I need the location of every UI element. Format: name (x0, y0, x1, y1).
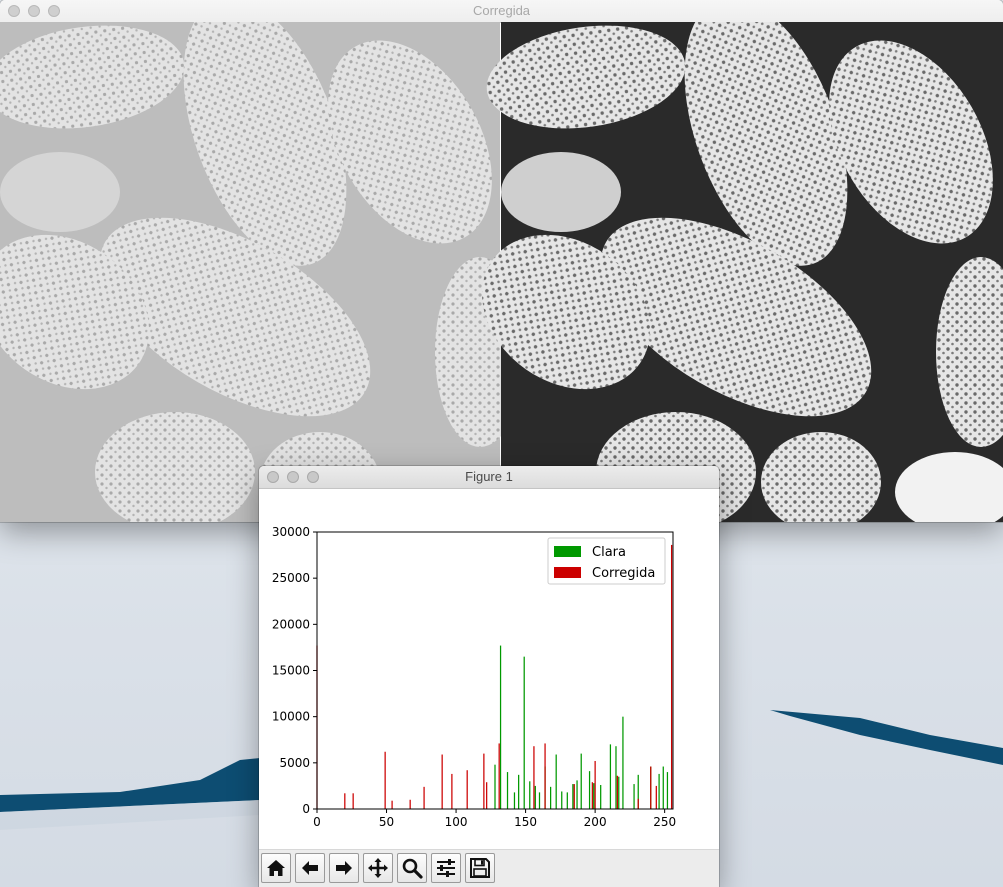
histogram-bar-clara (667, 772, 668, 809)
histogram-bar-corregida (467, 770, 468, 809)
window-titlebar[interactable]: Figure 1 (259, 466, 719, 489)
histogram-bar-clara (572, 784, 573, 809)
histogram-bar-clara (618, 777, 619, 809)
histogram-bar-clara (561, 791, 562, 809)
y-tick-label: 15000 (272, 664, 310, 678)
histogram-bar-clara (556, 755, 557, 809)
histogram-bar-clara (658, 774, 659, 809)
histogram-bar-clara (576, 780, 577, 809)
legend-label: Clara (592, 545, 626, 560)
x-tick-label: 200 (584, 815, 607, 829)
window-titlebar[interactable]: Corregida (0, 0, 1003, 23)
histogram-bar-corregida (533, 746, 534, 809)
histogram-bar-corregida (544, 743, 545, 809)
histogram-bar-corregida (483, 754, 484, 809)
legend-swatch (554, 546, 581, 557)
histogram-bar-corregida (344, 793, 345, 809)
histogram-bar-clara (529, 781, 530, 809)
arrow-right-icon (333, 857, 355, 879)
histogram-bar-clara (514, 792, 515, 809)
close-window-button[interactable] (267, 471, 279, 483)
histogram-bar-corregida (617, 776, 618, 809)
histogram-bar-corregida (442, 755, 443, 809)
zoom-window-button[interactable] (307, 471, 319, 483)
histogram-bar-clara (550, 787, 551, 809)
histogram-bar-clara (524, 657, 525, 809)
sliders-icon (435, 857, 457, 879)
home-icon (265, 857, 287, 879)
corrected-image (452, 22, 1003, 522)
histogram-bar-corregida (574, 784, 575, 809)
histogram-bar-clara (633, 784, 634, 809)
histogram-bar-clara (567, 792, 568, 809)
histogram-chart: 0 50 100 150 200 250 0 5000 10000 15000 20000 25000… (259, 489, 719, 849)
legend-label: Corregida (592, 566, 655, 581)
histogram-bar-corregida (592, 782, 593, 809)
window-title: Figure 1 (465, 469, 513, 484)
zoom-button[interactable] (397, 853, 427, 883)
histogram-bar-corregida (638, 799, 639, 809)
y-tick-label: 25000 (272, 571, 310, 585)
back-button[interactable] (295, 853, 325, 883)
move-icon (367, 857, 389, 879)
navigation-toolbar (259, 849, 719, 887)
histogram-bar-corregida (650, 767, 651, 809)
zoom-window-button[interactable] (48, 5, 60, 17)
histogram-bar-corregida (451, 774, 452, 809)
histogram-bar-clara (610, 744, 611, 809)
histogram-bar-corregida (423, 787, 424, 809)
histogram-bar-clara (507, 772, 508, 809)
configure-subplots-button[interactable] (431, 853, 461, 883)
close-window-button[interactable] (8, 5, 20, 17)
x-tick-label: 250 (653, 815, 676, 829)
histogram-bar-corregida (353, 793, 354, 809)
legend-swatch (554, 567, 581, 578)
histogram-bar-corregida (385, 752, 386, 809)
histogram-bar-clara (518, 775, 519, 809)
x-tick-label: 100 (445, 815, 468, 829)
original-image (0, 22, 526, 522)
arrow-left-icon (299, 857, 321, 879)
image-panels (0, 22, 1003, 522)
y-tick-label: 5000 (279, 756, 310, 770)
histogram-bar-clara (593, 783, 594, 809)
histogram-bar-clara (500, 646, 501, 809)
histogram-bar-clara (622, 717, 623, 809)
histogram-bar-corregida (594, 761, 595, 809)
save-button[interactable] (465, 853, 495, 883)
x-tick-label: 0 (313, 815, 321, 829)
histogram-bar-clara (581, 754, 582, 809)
y-tick-label: 30000 (272, 525, 310, 539)
histogram-bar-clara (663, 767, 664, 809)
x-tick-label: 50 (379, 815, 394, 829)
corrected-image-window: Corregida (0, 0, 1003, 522)
y-tick-label: 10000 (272, 710, 310, 724)
histogram-bar-clara (615, 746, 616, 809)
minimize-window-button[interactable] (28, 5, 40, 17)
magnifier-icon (401, 857, 423, 879)
histogram-bar-corregida (486, 782, 487, 809)
forward-button[interactable] (329, 853, 359, 883)
histogram-bar-corregida (671, 545, 672, 809)
figure-window: Figure 1 0 50 100 150 200 250 0 5000 10000 15000 2… (259, 466, 719, 887)
minimize-window-button[interactable] (287, 471, 299, 483)
histogram-bar-clara (494, 765, 495, 809)
histogram-bar-corregida (410, 800, 411, 809)
x-tick-label: 150 (514, 815, 537, 829)
window-title: Corregida (473, 3, 530, 18)
histogram-bar-clara (539, 792, 540, 809)
floppy-disk-icon (469, 857, 491, 879)
pan-button[interactable] (363, 853, 393, 883)
y-tick-label: 0 (302, 802, 310, 816)
histogram-bar-corregida (656, 786, 657, 809)
histogram-bar-corregida (391, 801, 392, 809)
home-button[interactable] (261, 853, 291, 883)
histogram-bar-corregida (499, 743, 500, 809)
y-tick-label: 20000 (272, 617, 310, 631)
histogram-bar-clara (589, 771, 590, 809)
histogram-bar-clara (535, 786, 536, 809)
histogram-bar-clara (600, 785, 601, 809)
plot-area[interactable]: 0 50 100 150 200 250 0 5000 10000 15000 20000 25000… (259, 489, 719, 849)
